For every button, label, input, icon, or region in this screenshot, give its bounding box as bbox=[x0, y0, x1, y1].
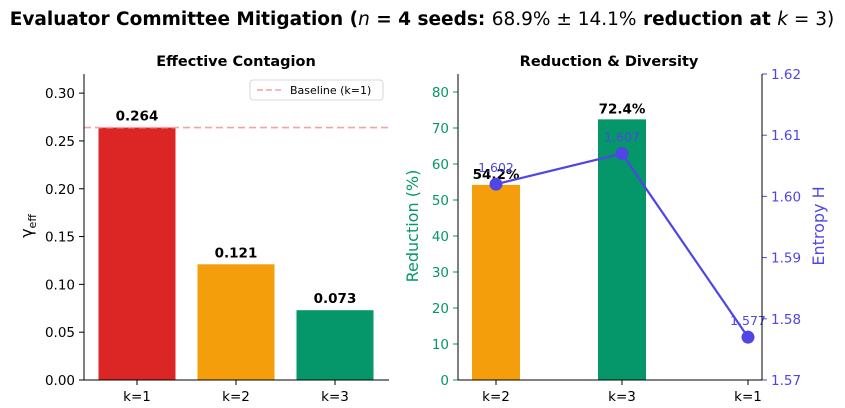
reduction-bars bbox=[472, 119, 646, 381]
left-bars bbox=[98, 127, 374, 380]
entropy-value-labels: 1.602 1.607 1.577 bbox=[478, 130, 766, 329]
legend-box bbox=[249, 79, 384, 101]
reduction-bar-k=2 bbox=[472, 184, 520, 380]
left-x-tick-label: k=1 bbox=[123, 389, 151, 405]
left-y-tick-label: 0.10 bbox=[45, 277, 75, 293]
left-x-tick-label: k=2 bbox=[222, 389, 250, 405]
reduction-tick-label: 0 bbox=[440, 373, 449, 389]
entropy-tick-label: 1.59 bbox=[771, 251, 801, 267]
entropy-tick-label: 1.57 bbox=[771, 373, 801, 389]
entropy-tick-label: 1.62 bbox=[771, 67, 801, 83]
effective-contagion-chart: Effective Contagion 0.00 0.05 0.10 0.15 0.20… bbox=[17, 54, 389, 405]
entropy-point-label: 1.577 bbox=[730, 313, 766, 328]
left-y-tick-label: 0.00 bbox=[45, 373, 75, 389]
reduction-value-labels: 54.2% 72.4% bbox=[473, 101, 646, 183]
left-x-tick-label: k=3 bbox=[321, 389, 349, 405]
reduction-bar-k=3 bbox=[598, 119, 646, 381]
right-x-tick-label: k=2 bbox=[482, 389, 510, 405]
reduction-tick-label: 60 bbox=[432, 157, 449, 173]
entropy-point-k=1 bbox=[741, 330, 755, 344]
reduction-tick-label: 30 bbox=[432, 265, 449, 281]
left-y-axis-ticks: 0.00 0.05 0.10 0.15 0.20 0.25 0.30 bbox=[45, 86, 84, 389]
entropy-point-k=2 bbox=[489, 177, 503, 191]
bar-value-label: 0.264 bbox=[116, 109, 159, 125]
entropy-point-k=3 bbox=[615, 147, 629, 161]
entropy-point-label: 1.602 bbox=[478, 160, 514, 175]
reduction-value-label: 72.4% bbox=[599, 101, 646, 117]
reduction-tick-label: 40 bbox=[432, 229, 449, 245]
reduction-tick-label: 80 bbox=[432, 85, 449, 101]
entropy-point-label: 1.607 bbox=[604, 130, 640, 145]
legend-label-baseline: Baseline (k=1) bbox=[290, 84, 371, 97]
reduction-value-label: 54.2% bbox=[473, 167, 520, 183]
right-x-axis-ticks: k=2 k=3 k=1 bbox=[482, 380, 762, 405]
reduction-axis-label: Reduction (%) bbox=[403, 170, 422, 283]
entropy-tick-label: 1.60 bbox=[771, 189, 801, 205]
figure-title: Evaluator Committee Mitigation (n = 4 se… bbox=[10, 9, 835, 30]
right-x-tick-label: k=3 bbox=[608, 389, 636, 405]
entropy-axis-label: Entropy H bbox=[809, 186, 828, 265]
bar-k=1 bbox=[98, 127, 176, 380]
entropy-tick-label: 1.61 bbox=[771, 128, 801, 144]
right-chart-title: Reduction & Diversity bbox=[520, 54, 699, 70]
bar-k=2 bbox=[197, 264, 275, 380]
reduction-axis-ticks: 0 10 20 30 40 50 60 70 80 bbox=[432, 85, 458, 389]
left-x-axis-ticks: k=1 k=2 k=3 bbox=[123, 380, 349, 405]
left-y-tick-label: 0.30 bbox=[45, 86, 75, 102]
entropy-tick-label: 1.58 bbox=[771, 312, 801, 328]
reduction-tick-label: 70 bbox=[432, 121, 449, 137]
reduction-diversity-chart: Reduction & Diversity 01020304050607080 … bbox=[403, 54, 828, 405]
right-x-tick-label: k=1 bbox=[734, 389, 762, 405]
left-value-labels: 0.264 0.121 0.073 bbox=[116, 109, 357, 308]
reduction-tick-label: 50 bbox=[432, 193, 449, 209]
bar-k=3 bbox=[296, 310, 374, 380]
left-y-axis-label: γeff bbox=[17, 214, 39, 238]
legend: Baseline (k=1) bbox=[249, 79, 384, 101]
left-y-tick-label: 0.05 bbox=[45, 325, 75, 341]
bar-value-label: 0.121 bbox=[215, 245, 258, 261]
entropy-axis-ticks: 1.57 1.58 1.59 1.60 1.61 1.62 bbox=[762, 67, 801, 389]
left-y-tick-label: 0.25 bbox=[45, 134, 75, 150]
left-chart-title: Effective Contagion bbox=[156, 54, 316, 70]
entropy-points bbox=[489, 147, 755, 344]
reduction-tick-label: 20 bbox=[432, 301, 449, 317]
left-y-tick-label: 0.15 bbox=[45, 230, 75, 246]
reduction-tick-label: 10 bbox=[432, 337, 449, 353]
left-y-tick-label: 0.20 bbox=[45, 182, 75, 198]
bar-value-label: 0.073 bbox=[314, 291, 357, 307]
